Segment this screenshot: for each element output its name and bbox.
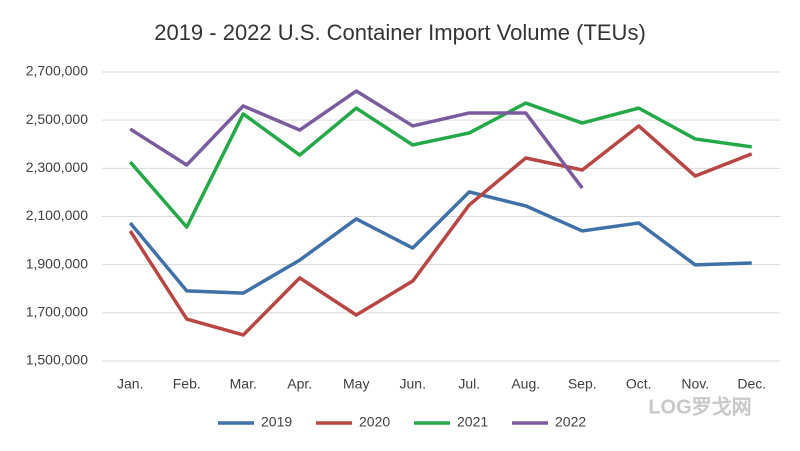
x-tick-label: Aug.: [511, 376, 540, 392]
x-tick-label: Mar.: [230, 376, 257, 392]
y-tick-label: 1,500,000: [26, 352, 88, 368]
series-line: [128, 124, 753, 337]
x-tick-label: Apr.: [287, 376, 312, 392]
y-tick-label: 1,900,000: [26, 255, 88, 271]
x-tick-label: May: [343, 376, 369, 392]
x-tick-label: Jan.: [117, 376, 143, 392]
legend-label: 2020: [359, 414, 390, 430]
chart-title: 2019 - 2022 U.S. Container Import Volume…: [154, 20, 646, 45]
y-tick-label: 2,100,000: [26, 207, 88, 223]
x-tick-label: Sep.: [568, 376, 597, 392]
legend-label: 2019: [261, 414, 292, 430]
x-tick-label: Jul.: [458, 376, 480, 392]
y-tick-label: 2,700,000: [26, 63, 88, 79]
x-tick-label: Nov.: [681, 376, 709, 392]
x-tick-label: Oct.: [626, 376, 652, 392]
watermark: LOG罗戈网: [648, 395, 751, 418]
x-tick-label: Jun.: [400, 376, 426, 392]
y-tick-label: 2,300,000: [26, 159, 88, 175]
y-tick-label: 2,500,000: [26, 111, 88, 127]
y-tick-label: 1,700,000: [26, 304, 88, 320]
legend-label: 2021: [457, 414, 488, 430]
series-line: [129, 89, 584, 190]
x-tick-label: Dec.: [737, 376, 766, 392]
legend-label: 2022: [555, 414, 586, 430]
series-line: [128, 101, 752, 229]
x-tick-label: Feb.: [173, 376, 201, 392]
series-line: [128, 190, 752, 295]
